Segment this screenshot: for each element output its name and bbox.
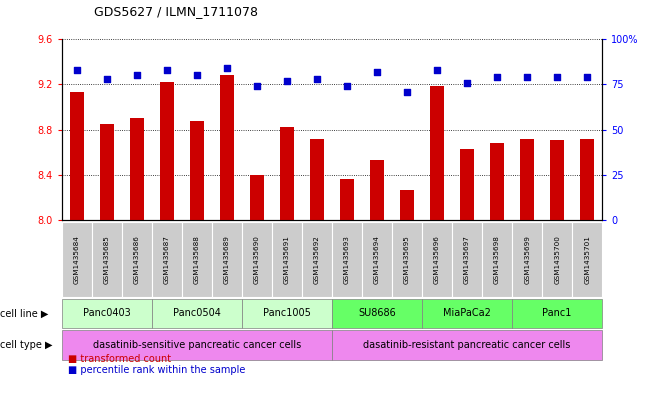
Bar [160,82,174,220]
Text: GSM1435690: GSM1435690 [254,235,260,284]
Text: GSM1435686: GSM1435686 [134,235,140,284]
Bar [340,180,353,220]
Point [432,67,442,73]
Bar [311,139,324,220]
Text: dasatinib-resistant pancreatic cancer cells: dasatinib-resistant pancreatic cancer ce… [363,340,571,350]
Text: dasatinib-sensitive pancreatic cancer cells: dasatinib-sensitive pancreatic cancer ce… [93,340,301,350]
Text: GSM1435695: GSM1435695 [404,235,410,284]
Text: GSM1435700: GSM1435700 [554,235,560,284]
Text: ■ transformed count: ■ transformed count [68,354,171,364]
Text: GSM1435685: GSM1435685 [104,235,110,284]
Text: GSM1435698: GSM1435698 [494,235,500,284]
Text: MiaPaCa2: MiaPaCa2 [443,309,491,318]
Point [342,83,352,90]
Bar [581,139,594,220]
Point [222,65,232,72]
Text: cell type ▶: cell type ▶ [0,340,53,350]
Point [462,79,473,86]
Point [102,76,112,82]
Text: GSM1435701: GSM1435701 [584,235,590,284]
Text: GSM1435684: GSM1435684 [74,235,80,284]
Text: Panc0403: Panc0403 [83,309,131,318]
Text: GSM1435689: GSM1435689 [224,235,230,284]
Text: GSM1435688: GSM1435688 [194,235,200,284]
Point [492,74,503,81]
Text: cell line ▶: cell line ▶ [0,309,48,318]
Text: GSM1435693: GSM1435693 [344,235,350,284]
Text: GSM1435692: GSM1435692 [314,235,320,284]
Point [252,83,262,90]
Text: GSM1435699: GSM1435699 [524,235,530,284]
Bar [430,86,444,220]
Bar [370,160,384,220]
Text: GSM1435687: GSM1435687 [164,235,170,284]
Bar [550,140,564,220]
Point [282,78,292,84]
Text: ■ percentile rank within the sample: ■ percentile rank within the sample [68,365,245,375]
Bar [220,75,234,220]
Text: GSM1435694: GSM1435694 [374,235,380,284]
Point [522,74,533,81]
Point [372,69,382,75]
Bar [70,92,83,220]
Point [312,76,322,82]
Point [72,67,82,73]
Text: Panc0504: Panc0504 [173,309,221,318]
Text: Panc1: Panc1 [542,309,572,318]
Point [191,72,202,79]
Point [552,74,562,81]
Bar [250,175,264,220]
Bar [490,143,504,220]
Point [402,88,412,95]
Bar [280,127,294,220]
Bar [100,124,114,220]
Text: GSM1435697: GSM1435697 [464,235,470,284]
Bar [520,139,534,220]
Point [132,72,142,79]
Bar [460,149,474,220]
Bar [130,118,144,220]
Bar [400,189,414,220]
Text: Panc1005: Panc1005 [263,309,311,318]
Text: GDS5627 / ILMN_1711078: GDS5627 / ILMN_1711078 [94,5,258,18]
Text: GSM1435696: GSM1435696 [434,235,440,284]
Text: SU8686: SU8686 [358,309,396,318]
Point [582,74,592,81]
Bar [190,121,204,220]
Text: GSM1435691: GSM1435691 [284,235,290,284]
Point [161,67,172,73]
